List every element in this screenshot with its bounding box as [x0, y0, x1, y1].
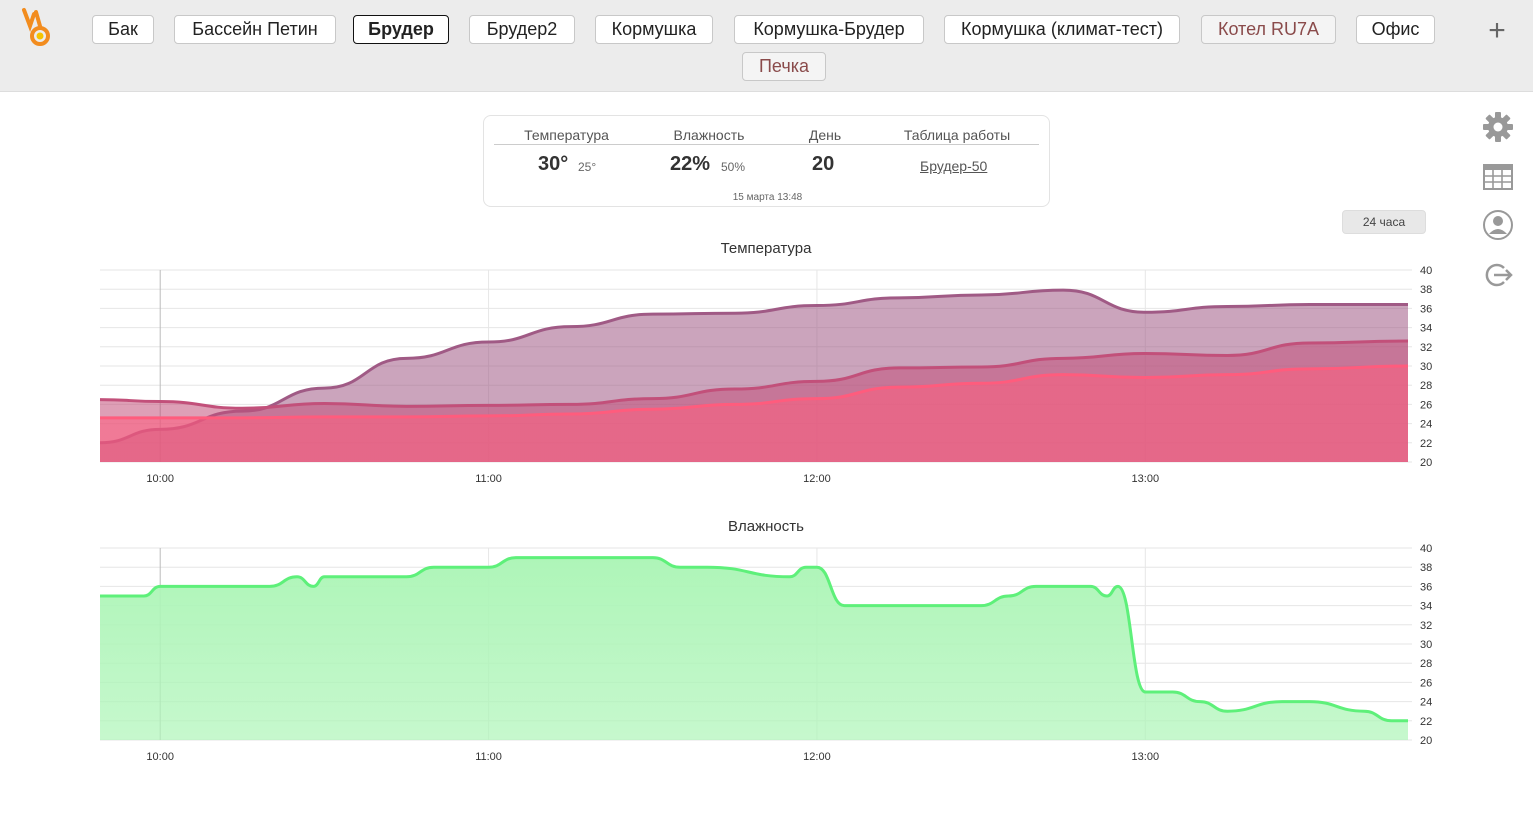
top-bar: Бак Бассейн Петин Брудер Брудер2 Кормушк…: [0, 0, 1533, 92]
y-tick-label: 34: [1420, 323, 1432, 335]
user-icon[interactable]: [1482, 209, 1514, 241]
y-tick-label: 38: [1420, 562, 1432, 574]
x-tick-label: 13:00: [1132, 473, 1160, 485]
y-tick-label: 22: [1420, 438, 1432, 450]
tab-kormushka[interactable]: Кормушка: [595, 15, 713, 44]
x-tick-label: 13:00: [1132, 751, 1160, 763]
x-tick-label: 12:00: [803, 751, 831, 763]
y-tick-label: 20: [1420, 735, 1432, 747]
logout-icon[interactable]: [1482, 259, 1514, 291]
temperature-target: 25°: [578, 160, 597, 174]
series-area: [100, 366, 1408, 462]
tab-bak[interactable]: Бак: [92, 15, 154, 44]
y-tick-label: 22: [1420, 716, 1432, 728]
humidity-chart-title: Влажность: [728, 518, 804, 535]
series-area: [100, 557, 1408, 740]
humidity-header: Влажность: [673, 127, 745, 143]
divider: [494, 144, 1039, 145]
tab-kotel-ru7a[interactable]: Котел RU7A: [1201, 15, 1336, 44]
series-line: [100, 364, 1409, 420]
tab-basseyn-petin[interactable]: Бассейн Петин: [174, 15, 336, 44]
y-tick-label: 34: [1420, 601, 1432, 613]
y-tick-label: 28: [1420, 658, 1432, 670]
humidity-value: 22%: [670, 153, 711, 175]
day-value: 20: [812, 153, 835, 175]
device-tabs: Бак Бассейн Петин Брудер Брудер2 Кормушк…: [80, 15, 1450, 85]
y-tick-label: 40: [1420, 543, 1432, 555]
status-card: Температура Влажность День Таблица работ…: [483, 115, 1050, 207]
series-line: [99, 288, 1408, 445]
gear-icon[interactable]: [1482, 111, 1514, 143]
day-header: День: [808, 127, 842, 143]
tab-pechka[interactable]: Печка: [742, 52, 826, 81]
series-line: [99, 556, 1408, 723]
x-tick-label: 11:00: [475, 473, 502, 485]
humidity-target: 50%: [721, 160, 746, 174]
y-tick-label: 36: [1420, 581, 1432, 593]
series-line: [99, 339, 1409, 410]
x-tick-label: 10:00: [146, 473, 174, 485]
tab-bruder2[interactable]: Брудер2: [469, 15, 575, 44]
y-tick-label: 38: [1420, 284, 1432, 296]
y-tick-label: 36: [1420, 303, 1432, 315]
y-tick-label: 26: [1420, 399, 1432, 411]
temperature-header: Температура: [524, 127, 609, 143]
temperature-chart-title: Температура: [720, 240, 812, 257]
y-tick-label: 28: [1420, 380, 1432, 392]
x-tick-label: 12:00: [803, 473, 831, 485]
y-tick-label: 26: [1420, 677, 1432, 689]
temperature-value: 30°: [538, 153, 569, 175]
x-tick-label: 11:00: [475, 751, 502, 763]
y-tick-label: 30: [1420, 361, 1432, 373]
add-tab-button[interactable]: +: [1488, 14, 1506, 47]
schedule-link[interactable]: Брудер-50: [920, 158, 988, 174]
y-tick-label: 30: [1420, 639, 1432, 651]
y-tick-label: 24: [1420, 419, 1432, 431]
tab-kormushka-bruder[interactable]: Кормушка-Брудер: [734, 15, 924, 44]
period-button[interactable]: 24 часа: [1342, 210, 1426, 234]
tab-kormushka-klimat-test[interactable]: Кормушка (климат-тест): [944, 15, 1180, 44]
table-icon[interactable]: [1482, 161, 1514, 193]
tab-ofis[interactable]: Офис: [1356, 15, 1435, 44]
y-tick-label: 32: [1420, 620, 1432, 632]
y-tick-label: 24: [1420, 697, 1432, 709]
timestamp: 15 марта 13:48: [732, 192, 803, 203]
y-tick-label: 40: [1420, 265, 1432, 277]
y-tick-label: 32: [1420, 342, 1432, 354]
app-logo[interactable]: [18, 6, 58, 48]
schedule-header: Таблица работы: [903, 127, 1011, 143]
y-tick-label: 20: [1420, 457, 1432, 469]
x-tick-label: 10:00: [146, 751, 174, 763]
tab-bruder[interactable]: Брудер: [353, 15, 449, 44]
